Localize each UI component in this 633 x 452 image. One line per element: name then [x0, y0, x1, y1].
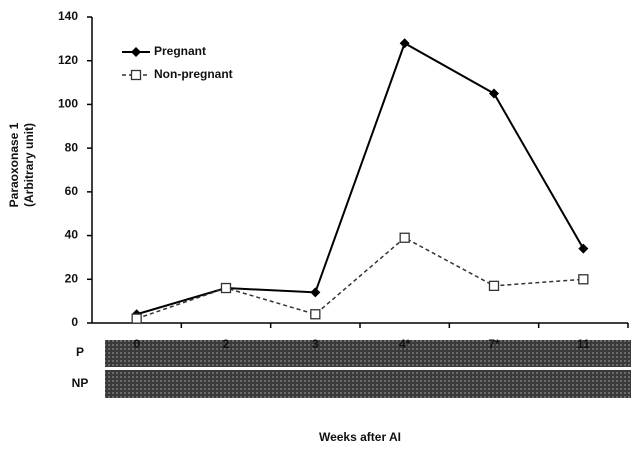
blot-label: P: [76, 345, 84, 359]
diamond-marker: [578, 244, 588, 254]
y-tick-label: 40: [65, 228, 79, 242]
square-marker: [490, 281, 499, 290]
legend-label: Pregnant: [154, 44, 206, 58]
diamond-marker: [489, 89, 499, 99]
diamond-marker: [310, 287, 320, 297]
y-tick-label: 20: [65, 271, 79, 285]
square-marker: [579, 275, 588, 284]
legend-label: Non-pregnant: [154, 67, 233, 81]
square-marker: [132, 314, 141, 323]
diamond-marker: [131, 47, 141, 57]
y-tick-label: 120: [58, 53, 78, 67]
y-tick-label: 80: [65, 140, 79, 154]
blot-band: [105, 370, 631, 398]
square-marker: [132, 71, 141, 80]
y-tick-label: 140: [58, 9, 78, 23]
square-marker: [400, 233, 409, 242]
series-line: [137, 43, 584, 314]
y-tick-label: 60: [65, 184, 79, 198]
y-tick-label: 0: [71, 315, 78, 329]
blot-label: NP: [72, 376, 89, 390]
x-tick-label: 0: [133, 337, 140, 351]
x-tick-label: 4*: [399, 337, 411, 351]
x-tick-label: 2: [223, 337, 230, 351]
x-tick-label: 3: [312, 337, 319, 351]
square-marker: [222, 284, 231, 293]
y-axis-title: Paraoxonase 1(Arbitrary unit): [7, 122, 36, 207]
y-tick-label: 100: [58, 97, 78, 111]
diamond-marker: [400, 38, 410, 48]
square-marker: [311, 310, 320, 319]
blot-band: [105, 340, 631, 367]
x-tick-label: 11: [577, 337, 590, 351]
series-line: [137, 238, 584, 319]
chart: Paraoxonase 1(Arbitrary unit) Weeks afte…: [0, 0, 633, 452]
x-axis-title: Weeks after AI: [319, 430, 401, 444]
x-tick-label: 7*: [488, 337, 500, 351]
